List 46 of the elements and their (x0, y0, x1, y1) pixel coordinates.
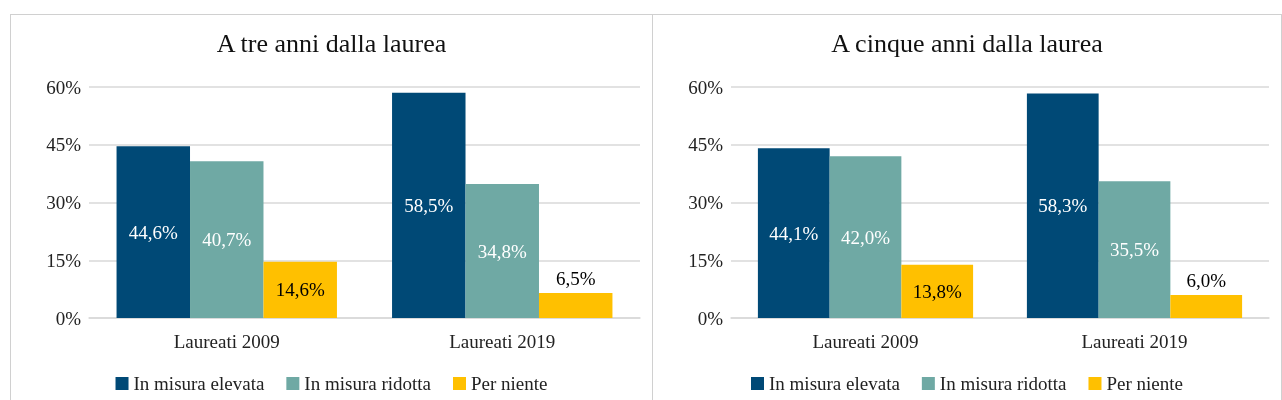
y-tick-label: 30% (46, 192, 82, 213)
bar (1026, 93, 1099, 318)
chart-title: A tre anni dalla laurea (216, 28, 447, 58)
bar (538, 292, 613, 318)
y-tick-label: 45% (688, 134, 724, 156)
y-tick-label: 30% (688, 192, 724, 213)
data-label: 44,1% (769, 222, 819, 244)
y-tick-label: 45% (46, 134, 82, 156)
legend-label: Per niente (1106, 373, 1183, 394)
x-tick-label: Laureati 2019 (1081, 331, 1188, 352)
x-tick-label: Laureati 2009 (812, 331, 919, 352)
bar (901, 264, 974, 318)
bar (392, 92, 466, 318)
y-tick-label: 0% (55, 307, 82, 329)
data-label: 6,0% (1186, 269, 1227, 291)
data-label: 14,6% (275, 279, 325, 301)
y-tick-label: 15% (688, 249, 724, 271)
legend-label: In misura elevata (769, 373, 901, 394)
bar (829, 156, 902, 318)
bar (263, 261, 337, 318)
y-tick-label: 0% (697, 307, 724, 329)
bar (190, 161, 264, 318)
data-label: 42,0% (840, 226, 891, 248)
bar (1170, 294, 1243, 318)
chart-title: A cinque anni dalla laurea (831, 28, 1104, 58)
legend-label: In misura ridotta (939, 373, 1068, 394)
legend-label: In misura elevata (133, 373, 265, 394)
y-tick-label: 60% (688, 76, 724, 98)
data-label: 58,5% (404, 194, 454, 216)
x-tick-label: Laureati 2009 (173, 331, 280, 352)
legend-label: Per niente (470, 373, 548, 394)
y-tick-label: 60% (46, 76, 82, 98)
data-label: 40,7% (202, 229, 252, 251)
data-label: 58,3% (1038, 195, 1088, 217)
data-label: 13,8% (912, 280, 962, 302)
x-tick-label: Laureati 2019 (449, 331, 556, 352)
bar (116, 146, 191, 318)
data-label: 35,5% (1109, 239, 1160, 261)
y-tick-label: 15% (46, 249, 82, 271)
legend-label: In misura ridotta (304, 373, 432, 394)
data-label: 34,8% (477, 240, 527, 262)
bar (1098, 181, 1171, 318)
data-label: 6,5% (555, 267, 596, 289)
data-label: 44,6% (128, 221, 178, 243)
bar (757, 148, 830, 318)
bar (465, 184, 539, 318)
